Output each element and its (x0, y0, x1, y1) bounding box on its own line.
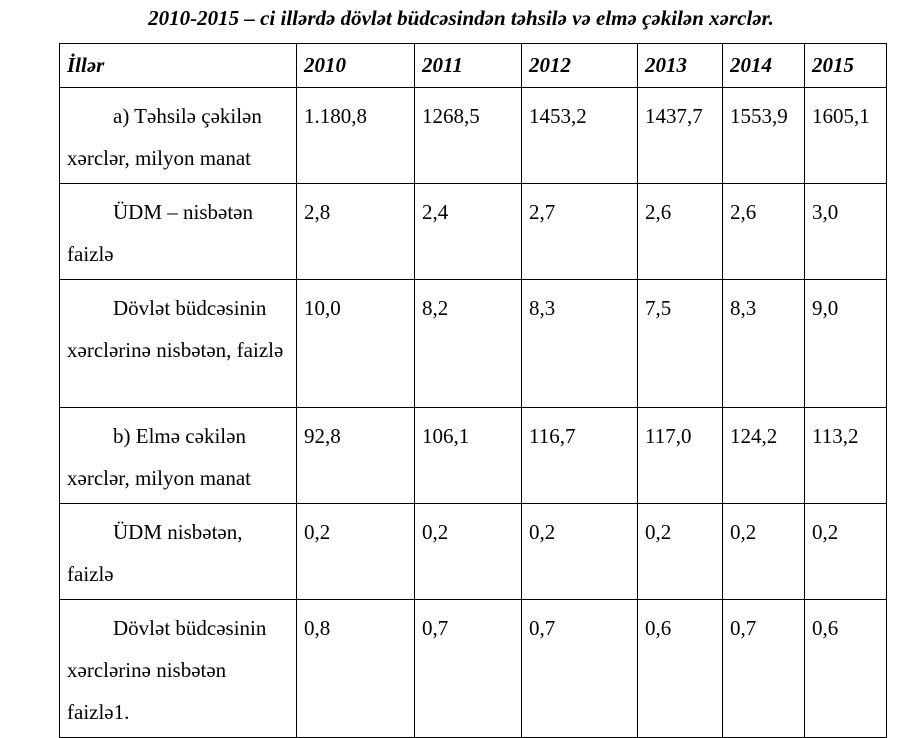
table-row-science-budget-share: Dövlət büdcəsinin xərclərinə nisbətən fa… (59, 599, 887, 738)
table-cell: 8,3 (521, 279, 638, 408)
table-cell: 0,8 (296, 599, 415, 738)
table-row-science-gdp-share: ÜDM nisbətən, faizlə 0,2 0,2 0,2 0,2 0,2… (59, 503, 887, 600)
table-row-education-gdp-share: ÜDM – nisbətən faizlə 2,8 2,4 2,7 2,6 2,… (59, 183, 887, 280)
table-cell: 116,7 (521, 407, 638, 504)
table-cell: 0,7 (521, 599, 638, 738)
row-label: ÜDM nisbətən, faizlə (59, 503, 297, 600)
expenditure-table: İllər 2010 2011 2012 2013 2014 2015 a) T… (59, 43, 887, 738)
table-cell: 7,5 (637, 279, 723, 408)
table-cell: 2,6 (637, 183, 723, 280)
table-cell: 0,2 (521, 503, 638, 600)
table-cell: 2,8 (296, 183, 415, 280)
table-caption: 2010-2015 – ci illərdə dövlət büdcəsində… (148, 6, 774, 30)
table-cell: 124,2 (722, 407, 805, 504)
row-label: Dövlət büdcəsinin xərclərinə nisbətən fa… (59, 599, 297, 738)
table-cell: 8,3 (722, 279, 805, 408)
table-cell: 2,7 (521, 183, 638, 280)
table-cell: 3,0 (804, 183, 887, 280)
row-label: Dövlət büdcəsinin xərclərinə nisbətən, f… (59, 279, 297, 408)
table-cell: 1553,9 (722, 87, 805, 184)
table-cell: 0,7 (414, 599, 522, 738)
row-label: b) Elmə cəkilən xərclər, milyon manat (59, 407, 297, 504)
table-cell: 2,4 (414, 183, 522, 280)
table-header-row: İllər 2010 2011 2012 2013 2014 2015 (59, 43, 887, 88)
table-cell: 2,6 (722, 183, 805, 280)
table-cell: 117,0 (637, 407, 723, 504)
year-header-2011: 2011 (414, 43, 522, 88)
table-row-education-spending: a) Təhsilə çəkilən xərclər, milyon manat… (59, 87, 887, 184)
table-cell: 0,2 (722, 503, 805, 600)
table-cell: 8,2 (414, 279, 522, 408)
table-cell: 0,2 (414, 503, 522, 600)
table-cell: 1.180,8 (296, 87, 415, 184)
table-cell: 0,7 (722, 599, 805, 738)
year-header-2015: 2015 (804, 43, 887, 88)
table-cell: 0,6 (637, 599, 723, 738)
table-cell: 1453,2 (521, 87, 638, 184)
table-cell: 10,0 (296, 279, 415, 408)
table-cell: 0,2 (296, 503, 415, 600)
table-cell: 1605,1 (804, 87, 887, 184)
table-cell: 0,2 (804, 503, 887, 600)
table-cell: 1437,7 (637, 87, 723, 184)
row-label: ÜDM – nisbətən faizlə (59, 183, 297, 280)
table-cell: 0,6 (804, 599, 887, 738)
header-label-cell: İllər (59, 43, 297, 88)
year-header-2014: 2014 (722, 43, 805, 88)
year-header-2013: 2013 (637, 43, 723, 88)
year-header-2010: 2010 (296, 43, 415, 88)
table-row-education-budget-share: Dövlət büdcəsinin xərclərinə nisbətən, f… (59, 279, 887, 408)
table-cell: 113,2 (804, 407, 887, 504)
table-cell: 1268,5 (414, 87, 522, 184)
table-cell: 9,0 (804, 279, 887, 408)
table-cell: 106,1 (414, 407, 522, 504)
row-label: a) Təhsilə çəkilən xərclər, milyon manat (59, 87, 297, 184)
year-header-2012: 2012 (521, 43, 638, 88)
table-cell: 92,8 (296, 407, 415, 504)
table-row-science-spending: b) Elmə cəkilən xərclər, milyon manat 92… (59, 407, 887, 504)
table-cell: 0,2 (637, 503, 723, 600)
